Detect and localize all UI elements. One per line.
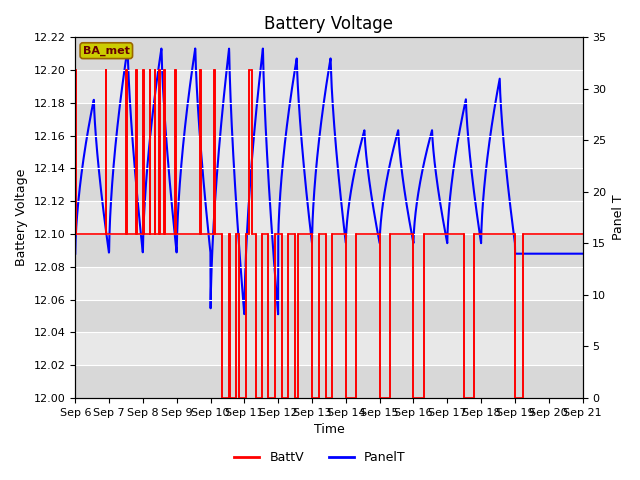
Bar bbox=[76, 234, 582, 267]
Bar bbox=[76, 168, 582, 201]
Bar bbox=[76, 300, 582, 332]
Y-axis label: Panel T: Panel T bbox=[612, 195, 625, 240]
Legend: BattV, PanelT: BattV, PanelT bbox=[229, 446, 411, 469]
Title: Battery Voltage: Battery Voltage bbox=[264, 15, 394, 33]
Bar bbox=[76, 201, 582, 234]
Text: BA_met: BA_met bbox=[83, 46, 130, 56]
X-axis label: Time: Time bbox=[314, 423, 344, 436]
Bar bbox=[76, 365, 582, 398]
Y-axis label: Battery Voltage: Battery Voltage bbox=[15, 169, 28, 266]
Bar bbox=[76, 136, 582, 168]
Bar bbox=[76, 267, 582, 300]
Bar bbox=[76, 332, 582, 365]
Bar bbox=[76, 70, 582, 103]
Bar bbox=[76, 103, 582, 136]
Bar bbox=[76, 37, 582, 70]
